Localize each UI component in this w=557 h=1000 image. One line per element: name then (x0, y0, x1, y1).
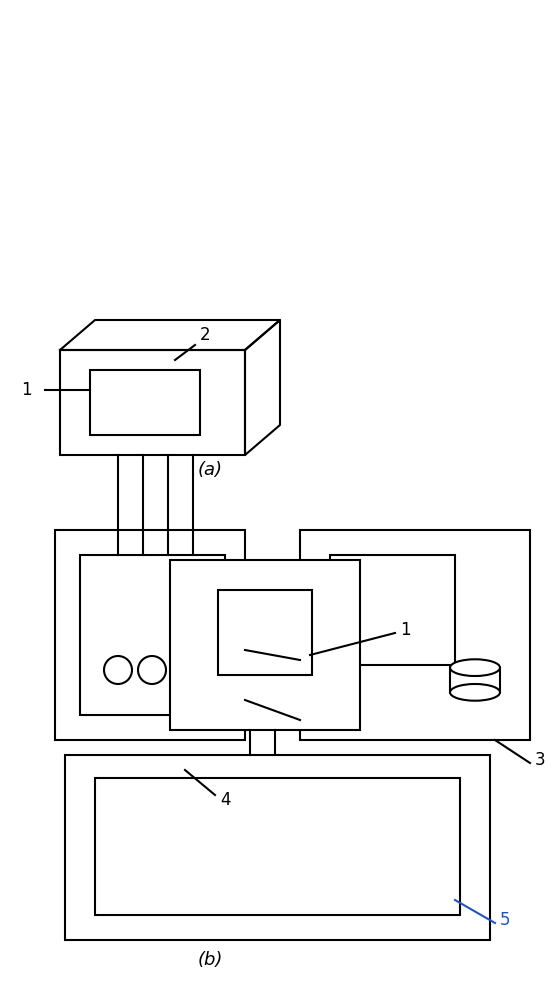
Text: 1: 1 (400, 621, 411, 639)
Bar (95, 778, 460, 915)
Text: (a): (a) (198, 461, 222, 479)
Bar (300, 530, 530, 740)
Ellipse shape (450, 659, 500, 676)
Text: 1: 1 (21, 381, 32, 399)
Text: 5: 5 (500, 911, 511, 929)
Bar (218, 590, 312, 675)
Bar (90, 370, 200, 435)
Text: 2: 2 (200, 326, 211, 344)
Bar (330, 555, 455, 665)
Bar (55, 530, 245, 740)
Bar (65, 755, 490, 940)
Bar (170, 560, 360, 730)
Bar (450, 668, 500, 692)
Ellipse shape (450, 684, 500, 701)
Text: (b): (b) (197, 951, 223, 969)
Text: 4: 4 (220, 791, 231, 809)
Text: 3: 3 (535, 751, 546, 769)
Bar (60, 350, 245, 455)
Bar (80, 555, 225, 715)
